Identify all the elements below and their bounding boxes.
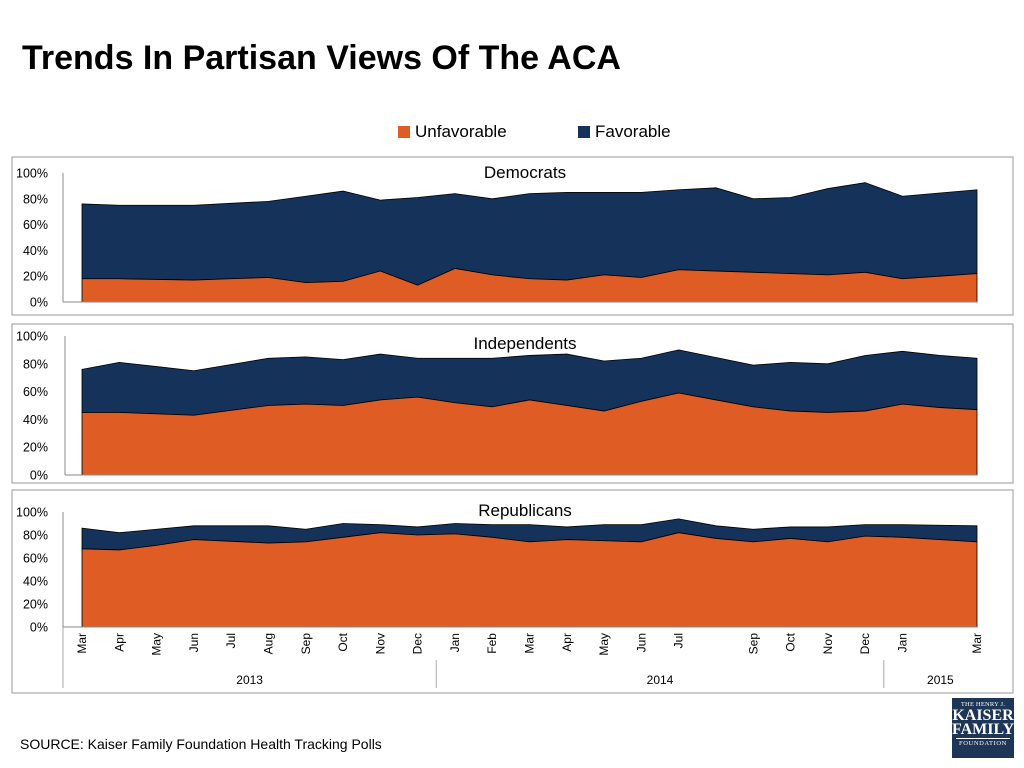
y-tick-label: 80% [23,529,48,543]
logo-line-3: FAMILY [952,721,1015,738]
x-tick-label: Apr [560,633,574,652]
y-tick-label: 100% [16,167,48,181]
year-label-2014: 2014 [647,673,674,687]
x-tick-label: Aug [261,633,275,654]
x-tick-label: Nov [373,633,387,654]
source-note: SOURCE: Kaiser Family Foundation Health … [20,736,382,752]
y-tick-label: 20% [23,598,48,612]
x-tick-label: Mar [75,633,89,654]
x-tick-label: Jul [672,633,686,648]
legend-swatch-unfavorable [398,126,410,138]
y-tick-label: 60% [23,552,48,566]
panel-title-democrats: Democrats [484,163,566,182]
legend-label-favorable: Favorable [595,122,671,141]
panel-frame-1 [11,323,1014,484]
legend-swatch-favorable [578,126,590,138]
year-label-2013: 2013 [236,673,263,687]
page-title: Trends In Partisan Views Of The ACA [22,39,621,77]
y-tick-label: 80% [23,357,48,371]
y-tick-label: 100% [16,330,48,344]
unfavorable-area-2 [81,532,978,628]
panel-frame-2 [11,489,1014,694]
x-tick-label: Dec [858,633,872,654]
y-tick-label: 100% [16,506,48,520]
y-tick-label: 0% [30,469,48,483]
panel-frame-0 [11,156,1014,316]
x-tick-label: May [150,633,164,656]
y-tick-label: 40% [23,413,48,427]
unfavorable-area-1 [81,392,978,476]
y-tick-label: 40% [23,244,48,258]
logo-line-4: FOUNDATION [956,738,1010,749]
x-tick-label: Sep [746,633,760,655]
x-tick-label: Dec [411,633,425,654]
y-tick-label: 0% [30,296,48,310]
y-tick-label: 60% [23,385,48,399]
y-tick-label: 0% [30,621,48,635]
logo-line-2: KAISER [952,707,1014,724]
x-tick-label: Feb [485,633,499,654]
x-tick-label: Jan [448,633,462,652]
x-tick-label: Mar [523,633,537,654]
y-tick-label: 80% [23,192,48,206]
x-tick-label: Oct [784,632,798,651]
x-tick-label: Jan [895,633,909,652]
year-label-2015: 2015 [927,673,954,687]
x-tick-label: Nov [821,633,835,654]
x-tick-label: Jun [634,633,648,652]
panel-title-independents: Independents [473,334,576,353]
x-tick-label: Jun [187,633,201,652]
legend-label-unfavorable: Unfavorable [415,122,507,141]
y-tick-label: 20% [23,441,48,455]
x-tick-label: Mar [970,633,984,654]
logo-line-1: THE HENRY J. [960,701,1006,708]
x-tick-label: Oct [336,632,350,651]
unfavorable-area-0 [81,268,978,303]
x-tick-label: Apr [112,633,126,652]
panel-title-republicans: Republicans [478,501,572,520]
y-tick-label: 40% [23,575,48,589]
favorable-area-0 [81,182,978,286]
kff-logo: THE HENRY J. KAISER FAMILY FOUNDATION [952,698,1014,758]
x-tick-label: Sep [299,633,313,655]
y-tick-label: 60% [23,218,48,232]
y-tick-label: 20% [23,270,48,284]
x-tick-label: Jul [224,633,238,648]
x-tick-label: May [597,633,611,656]
